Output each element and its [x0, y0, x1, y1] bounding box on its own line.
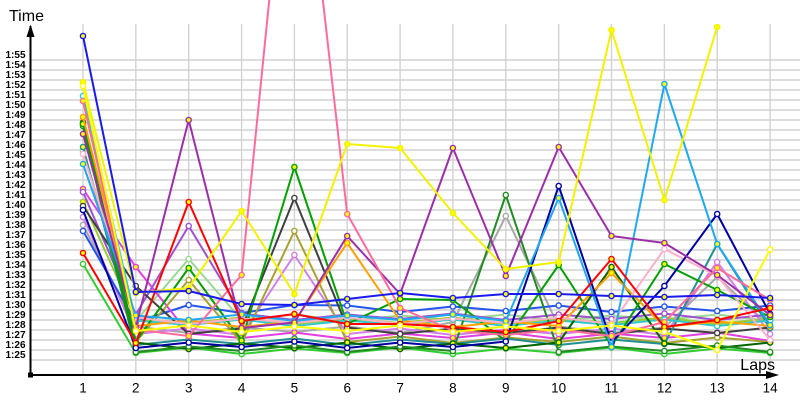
svg-text:1:33: 1:33 [5, 270, 25, 281]
svg-text:11: 11 [604, 381, 618, 396]
svg-text:1:50: 1:50 [5, 100, 25, 111]
svg-text:1:30: 1:30 [5, 300, 25, 311]
svg-text:12: 12 [657, 381, 672, 396]
svg-text:Time: Time [9, 8, 44, 25]
svg-text:1:40: 1:40 [5, 200, 25, 211]
svg-text:1:38: 1:38 [5, 220, 25, 231]
svg-text:1:42: 1:42 [5, 180, 25, 191]
svg-text:1:39: 1:39 [5, 210, 25, 221]
svg-text:1:48: 1:48 [5, 120, 25, 131]
svg-text:5: 5 [291, 381, 299, 396]
svg-text:1:28: 1:28 [5, 320, 25, 331]
svg-text:1:46: 1:46 [5, 140, 25, 151]
svg-text:1:31: 1:31 [5, 290, 25, 301]
svg-text:1:26: 1:26 [5, 340, 25, 351]
svg-text:3: 3 [185, 381, 193, 396]
svg-text:1:32: 1:32 [5, 280, 25, 291]
svg-text:1:37: 1:37 [5, 230, 25, 241]
svg-text:1:29: 1:29 [5, 310, 25, 321]
svg-text:1:55: 1:55 [5, 50, 25, 61]
svg-text:1:44: 1:44 [5, 160, 25, 171]
svg-text:1:45: 1:45 [5, 150, 25, 161]
svg-text:10: 10 [551, 381, 566, 396]
svg-text:1:54: 1:54 [5, 60, 25, 71]
svg-text:1: 1 [79, 381, 87, 396]
svg-text:7: 7 [396, 381, 404, 396]
svg-text:14: 14 [763, 381, 779, 396]
svg-text:1:52: 1:52 [5, 80, 25, 91]
svg-text:1:25: 1:25 [5, 350, 25, 361]
svg-text:6: 6 [343, 381, 351, 396]
svg-text:1:34: 1:34 [5, 260, 25, 271]
svg-text:13: 13 [710, 381, 725, 396]
svg-text:2: 2 [132, 381, 140, 396]
svg-text:1:27: 1:27 [5, 330, 25, 341]
svg-text:1:47: 1:47 [5, 130, 25, 141]
svg-text:4: 4 [238, 381, 246, 396]
svg-text:1:35: 1:35 [5, 250, 25, 261]
svg-text:9: 9 [502, 381, 510, 396]
svg-text:1:51: 1:51 [5, 90, 25, 101]
svg-text:1:41: 1:41 [5, 190, 25, 201]
svg-text:1:53: 1:53 [5, 70, 25, 81]
svg-text:1:49: 1:49 [5, 110, 25, 121]
svg-text:8: 8 [449, 381, 457, 396]
svg-text:Laps: Laps [740, 357, 775, 374]
svg-text:1:36: 1:36 [5, 240, 25, 251]
svg-text:1:43: 1:43 [5, 170, 25, 181]
